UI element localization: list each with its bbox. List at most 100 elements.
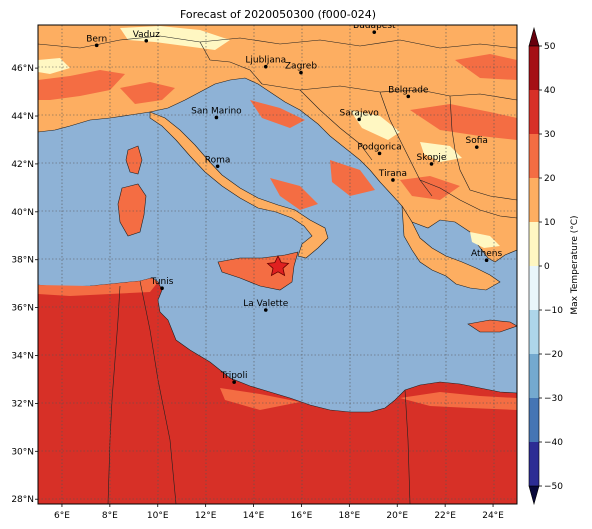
city-label: Sofia: [466, 136, 488, 146]
colorbar-tick-label: 20: [544, 174, 556, 184]
x-tick-label: 8°E: [102, 511, 118, 521]
city-label: Skopje: [417, 153, 447, 163]
y-tick-label: 44°N: [11, 112, 34, 122]
libya-band: [220, 388, 300, 410]
x-tick-label: 22°E: [434, 511, 456, 521]
x-tick-label: 18°E: [339, 511, 361, 521]
y-tick-label: 28°N: [11, 495, 34, 505]
colorbar-tick-label: 10: [544, 218, 556, 228]
x-tick-label: 10°E: [147, 511, 169, 521]
colorbar: 50 40 30 20 10 0 −10 −20 −30 −40 −50: [528, 26, 563, 506]
sardinia: [117, 183, 147, 237]
dinaric-cool: [350, 110, 400, 140]
colorbar-tick-label: 0: [544, 262, 550, 272]
city-dot: [94, 43, 99, 48]
colorbar-tick-label: −50: [544, 482, 563, 492]
city-label: Belgrade: [388, 85, 429, 95]
figure-title: Forecast of 2020050300 (f000-024): [180, 8, 376, 21]
colorbar-bin: [529, 178, 539, 222]
city-dot: [406, 94, 411, 99]
y-tick-label: 42°N: [11, 160, 34, 170]
city-dot: [429, 162, 434, 166]
axis-ticks: 6°E 8°E 10°E 12°E 14°E 16°E 18°E 20°E 22°E 24°E 28…: [11, 64, 504, 521]
colorbar-extend-max: [528, 26, 540, 47]
colorbar-bin: [529, 90, 539, 134]
greece-peninsula: [401, 205, 501, 291]
y-tick-label: 30°N: [11, 447, 34, 457]
city-dot: [232, 380, 236, 384]
x-tick-label: 14°E: [243, 511, 265, 521]
hot-patch-3: [250, 100, 305, 128]
hot-patch-4: [330, 160, 375, 196]
x-tick-label: 20°E: [386, 511, 408, 521]
city-dot: [263, 64, 268, 69]
city-dot: [214, 115, 219, 120]
colorbar-bin: [529, 266, 539, 310]
city-dot: [144, 39, 149, 43]
city-dot: [160, 286, 164, 291]
city-label: Podgorica: [357, 142, 401, 152]
city-label: Ljubljana: [245, 56, 286, 66]
city-dot: [263, 308, 268, 312]
hot-patch-6: [270, 178, 318, 210]
x-tick-label: 24°E: [482, 511, 504, 521]
colorbar-tick-label: 40: [544, 86, 556, 96]
gridlines: [38, 25, 517, 504]
hot-patch-7: [400, 176, 460, 200]
x-tick-label: 12°E: [195, 511, 217, 521]
colorbar-bin: [529, 354, 539, 398]
y-tick-label: 38°N: [11, 256, 34, 266]
colorbar-bin: [529, 222, 539, 266]
city-label: Tirana: [378, 169, 407, 179]
y-tick-label: 32°N: [11, 399, 34, 409]
city-label: Roma: [205, 155, 231, 165]
colorbar-bin: [529, 134, 539, 178]
tunisia-coast: [38, 278, 158, 296]
city-label: San Marino: [191, 106, 242, 116]
city-dot: [474, 145, 479, 149]
colorbar-tick-label: 50: [544, 42, 556, 52]
x-tick-label: 6°E: [54, 511, 70, 521]
colorbar-tick-label: −10: [544, 306, 563, 316]
y-tick-label: 36°N: [11, 304, 34, 314]
hot-patch-1: [38, 70, 125, 100]
egypt-band: [400, 392, 517, 410]
city-label: La Valette: [243, 299, 288, 309]
city-dot: [484, 258, 489, 262]
y-tick-label: 34°N: [11, 352, 34, 362]
corsica: [125, 145, 143, 175]
city-label: Zagreb: [285, 62, 317, 72]
city-label: Tripoli: [220, 371, 248, 381]
balkan-cool: [420, 142, 462, 162]
city-label: Sarajevo: [340, 108, 380, 118]
y-tick-label: 46°N: [11, 64, 34, 74]
x-tick-label: 16°E: [291, 511, 313, 521]
country-borders: [38, 35, 517, 504]
city-dot: [377, 151, 382, 156]
colorbar-bin: [529, 46, 539, 90]
city-label: Bern: [86, 34, 107, 44]
city-label: Budapest: [353, 21, 396, 31]
city-label: Vaduz: [133, 30, 160, 40]
map-frame: [37, 24, 518, 505]
city-label: Tunis: [150, 277, 174, 287]
city-dot: [372, 30, 377, 34]
alps-cool-2: [38, 58, 70, 74]
star-marker: [266, 255, 290, 277]
hot-patch-5: [410, 104, 517, 140]
city-dot: [215, 164, 220, 169]
crete: [467, 319, 517, 333]
colorbar-bin: [529, 398, 539, 442]
city-dot: [357, 117, 361, 122]
colorbar-tick-label: −30: [544, 394, 563, 404]
colorbar-extend-min: [528, 485, 540, 506]
colorbar-tick-label: 30: [544, 130, 556, 140]
y-tick-label: 40°N: [11, 208, 34, 218]
city-label: Athens: [471, 249, 502, 259]
colorbar-bin: [529, 442, 539, 486]
colorbar-tick-label: −40: [544, 438, 563, 448]
city-dot: [299, 70, 303, 75]
